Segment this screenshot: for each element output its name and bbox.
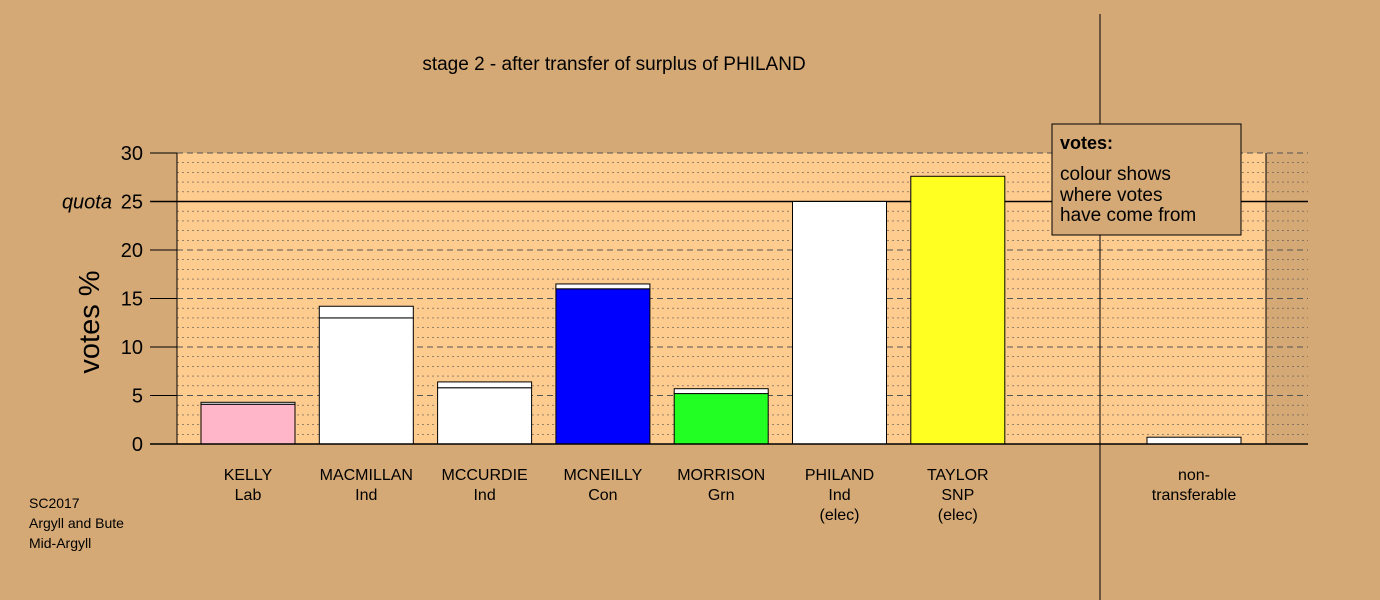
x-label-party: Ind <box>355 487 377 504</box>
bar-segment <box>555 283 651 290</box>
x-label-status: (elec) <box>819 507 859 524</box>
x-label-party: SNP <box>941 487 974 504</box>
bar-segment <box>792 201 887 445</box>
bar-segment <box>318 305 414 319</box>
x-label-party: Grn <box>708 487 735 504</box>
x-label-name: TAYLOR <box>927 467 989 484</box>
x-axis-labels: KELLY Lab MACMILLAN Ind MCCURDIE Ind MCNEILLY C… <box>224 467 1237 524</box>
x-label-non-transferable-2: transferable <box>1152 487 1237 504</box>
x-label-name: MACMILLAN <box>320 467 413 484</box>
y-axis-label: votes % <box>74 270 106 373</box>
gridlines <box>150 152 1308 435</box>
y-tick-label: 15 <box>121 289 143 311</box>
x-label-name: MCNEILLY <box>563 467 642 484</box>
y-axis-ticks: 0 5 10 15 20 25 30 quota <box>62 143 177 456</box>
y-tick-label: 10 <box>121 337 143 359</box>
x-label-name: MORRISON <box>677 467 765 484</box>
x-label-party: Con <box>588 487 617 504</box>
x-label-name: MCCURDIE <box>441 467 527 484</box>
y-tick-label: 0 <box>132 434 143 456</box>
y-tick-label: 5 <box>132 386 143 408</box>
chart-title: stage 2 - after transfer of surplus of P… <box>422 54 805 75</box>
bar-segment <box>673 388 769 395</box>
bar-segment <box>437 387 533 445</box>
x-label-party: Ind <box>473 487 495 504</box>
quota-label: quota <box>62 192 112 214</box>
x-label-name: KELLY <box>224 467 273 484</box>
legend-title: votes: <box>1060 133 1113 153</box>
footer-line-2: Argyll and Bute <box>29 515 124 531</box>
non-transferable-bar <box>1146 436 1242 445</box>
x-label-party: Lab <box>235 487 262 504</box>
x-label-party: Ind <box>828 487 850 504</box>
legend-box <box>1051 123 1242 236</box>
bar-segment <box>200 401 296 405</box>
bar-segment <box>318 317 414 445</box>
x-label-status: (elec) <box>938 507 978 524</box>
bar-segment <box>555 288 651 445</box>
x-label-non-transferable-1: non- <box>1178 467 1210 484</box>
footer-line-3: Mid-Argyll <box>29 535 91 551</box>
bar-segment <box>910 175 1006 445</box>
y-tick-label: 20 <box>121 240 143 262</box>
y-tick-label: 25 <box>121 192 143 214</box>
footer-line-1: SC2017 <box>29 495 80 511</box>
legend-line-2: where votes <box>1059 185 1162 206</box>
bar-segment <box>200 403 296 445</box>
legend: votes: colour shows where votes have com… <box>1051 123 1242 236</box>
bars <box>200 175 1242 445</box>
legend-line-3: have come from <box>1060 205 1196 226</box>
x-label-name: PHILAND <box>805 467 874 484</box>
bar-segment <box>437 381 533 389</box>
y-tick-label: 30 <box>121 143 143 165</box>
bar-segment <box>673 393 769 445</box>
footer: SC2017 Argyll and Bute Mid-Argyll <box>29 495 124 551</box>
legend-line-1: colour shows <box>1060 164 1171 185</box>
